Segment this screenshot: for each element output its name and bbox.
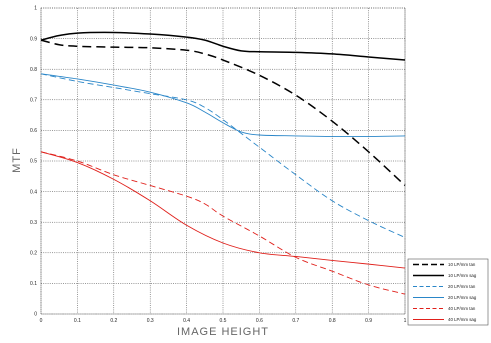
y-tick-label: 0 bbox=[34, 312, 37, 318]
series-line-40-lp-mm-sag bbox=[40, 151, 406, 269]
x-tick-label: 0.2 bbox=[110, 318, 117, 324]
y-tick-label: 0.6 bbox=[30, 128, 37, 134]
legend-label: 40 LP/mm tan bbox=[448, 306, 476, 311]
grid-layer bbox=[40, 7, 406, 315]
y-tick-label: 0.3 bbox=[30, 220, 37, 226]
y-tick-label: 0.8 bbox=[30, 67, 37, 73]
series-line-10-lp-mm-sag bbox=[40, 31, 406, 61]
legend-label: 20 LP/mm tan bbox=[448, 284, 476, 289]
x-axis-title: IMAGE HEIGHT bbox=[177, 326, 269, 338]
y-tick-label: 0.7 bbox=[30, 98, 37, 104]
x-tick-label: 0.8 bbox=[329, 318, 336, 324]
x-tick-label: 0.1 bbox=[74, 318, 81, 324]
plot-frame bbox=[40, 7, 406, 315]
x-tick-label: 0.3 bbox=[147, 318, 154, 324]
y-tick-label: 0.4 bbox=[30, 189, 37, 195]
x-tick-label: 0 bbox=[40, 318, 43, 324]
x-tick-label: 0.9 bbox=[365, 318, 372, 324]
tick-layer: 0 0.1 0.2 0.3 0.4 0.5 0.6 0.7 0.8 0.9 1 0 0.1 0.2 0.3 0… bbox=[30, 6, 407, 324]
series-line-20-lp-mm-sag bbox=[40, 73, 406, 138]
series-line-40-lp-mm-tan bbox=[40, 151, 406, 295]
y-tick-label: 0.2 bbox=[30, 251, 37, 257]
legend-label: 40 LP/mm sag bbox=[448, 317, 477, 322]
legend-label: 10 LP/mm tan bbox=[448, 262, 476, 267]
y-axis-title: MTF bbox=[11, 147, 23, 173]
y-tick-label: 1 bbox=[34, 6, 37, 12]
x-tick-label: 0.4 bbox=[183, 318, 190, 324]
series-line-20-lp-mm-tan bbox=[40, 73, 406, 238]
y-tick-label: 0.9 bbox=[30, 36, 37, 42]
legend-label: 20 LP/mm sag bbox=[448, 295, 477, 300]
series-layer bbox=[40, 31, 406, 295]
x-tick-label: 0.5 bbox=[220, 318, 227, 324]
y-tick-label: 0.5 bbox=[30, 159, 37, 165]
legend-label: 10 LP/mm sag bbox=[448, 273, 477, 278]
x-tick-label: 1 bbox=[404, 318, 407, 324]
series-line-10-lp-mm-tan bbox=[40, 39, 406, 187]
y-tick-label: 0.1 bbox=[30, 281, 37, 287]
legend-box bbox=[407, 258, 489, 326]
legend: 10 LP/mm tan 10 LP/mm sag 20 LP/mm tan 20 L… bbox=[407, 258, 489, 326]
x-tick-label: 0.6 bbox=[256, 318, 263, 324]
x-tick-label: 0.7 bbox=[292, 318, 299, 324]
